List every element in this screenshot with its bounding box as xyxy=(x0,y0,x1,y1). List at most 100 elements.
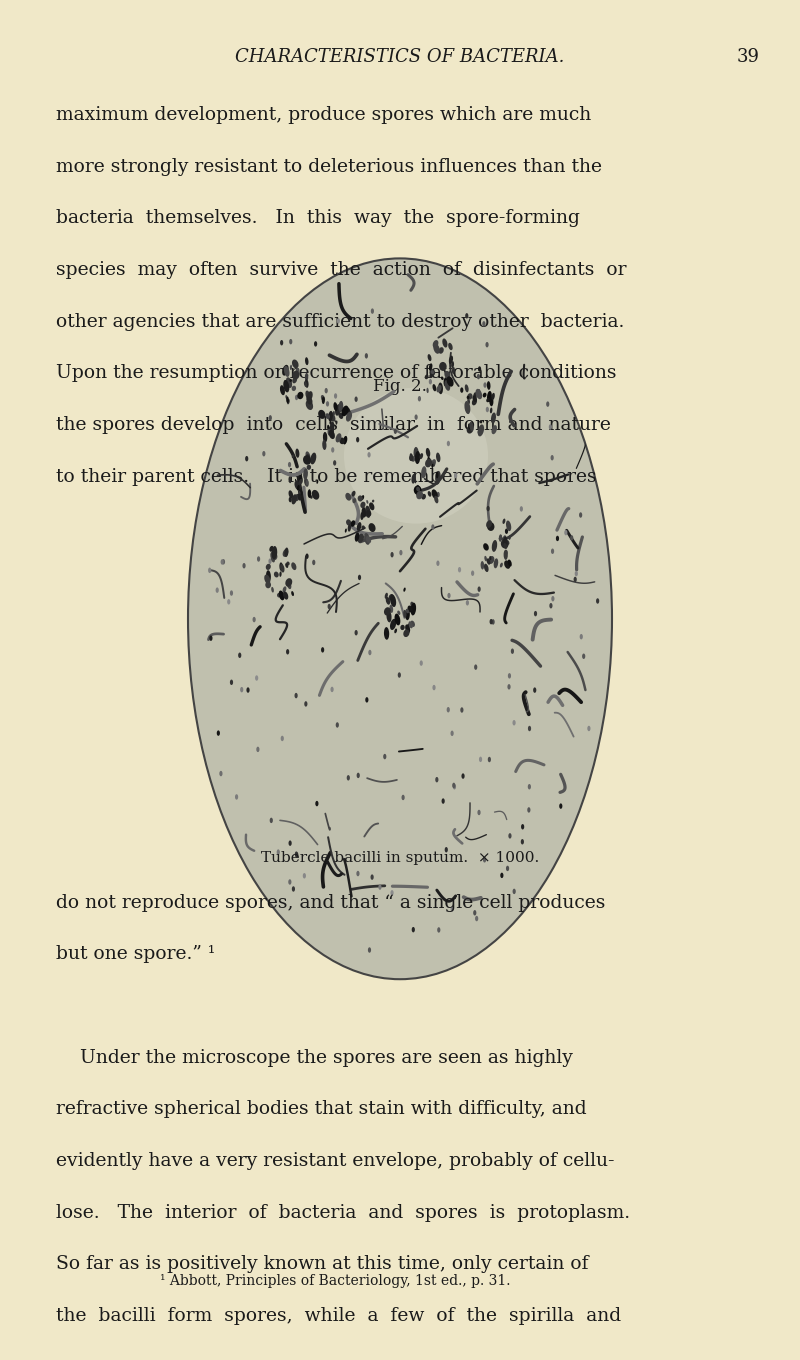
Ellipse shape xyxy=(335,420,338,424)
Ellipse shape xyxy=(291,494,297,505)
Ellipse shape xyxy=(437,492,440,498)
Ellipse shape xyxy=(354,397,358,403)
Ellipse shape xyxy=(403,588,406,592)
Ellipse shape xyxy=(360,511,364,520)
Ellipse shape xyxy=(513,719,516,725)
Ellipse shape xyxy=(384,627,389,639)
Ellipse shape xyxy=(490,619,493,624)
Ellipse shape xyxy=(411,473,416,484)
Ellipse shape xyxy=(221,559,224,564)
Ellipse shape xyxy=(330,422,334,432)
Text: Tubercle bacilli in sputum.  × 1000.: Tubercle bacilli in sputum. × 1000. xyxy=(261,851,539,865)
Ellipse shape xyxy=(370,309,374,314)
Ellipse shape xyxy=(238,653,242,658)
Ellipse shape xyxy=(478,809,481,815)
Ellipse shape xyxy=(490,556,491,560)
Ellipse shape xyxy=(271,545,278,559)
Ellipse shape xyxy=(398,672,401,677)
Ellipse shape xyxy=(574,571,578,577)
Ellipse shape xyxy=(271,588,274,593)
Ellipse shape xyxy=(314,341,318,347)
Ellipse shape xyxy=(346,492,351,500)
Ellipse shape xyxy=(306,400,313,409)
Ellipse shape xyxy=(366,510,371,517)
Ellipse shape xyxy=(216,588,219,593)
Ellipse shape xyxy=(509,534,511,540)
Ellipse shape xyxy=(298,490,302,495)
Ellipse shape xyxy=(240,687,243,692)
Text: lose.   The  interior  of  bacteria  and  spores  is  protoplasm.: lose. The interior of bacteria and spore… xyxy=(56,1204,630,1221)
Text: ¹ Abbott, Principles of Bacteriology, 1st ed., p. 31.: ¹ Abbott, Principles of Bacteriology, 1s… xyxy=(160,1274,510,1288)
Text: CHARACTERISTICS OF BACTERIA.: CHARACTERISTICS OF BACTERIA. xyxy=(235,48,565,65)
Ellipse shape xyxy=(330,687,334,692)
Ellipse shape xyxy=(414,486,422,495)
Ellipse shape xyxy=(442,798,445,804)
Ellipse shape xyxy=(458,567,461,573)
Ellipse shape xyxy=(354,630,358,635)
Ellipse shape xyxy=(274,571,278,578)
Ellipse shape xyxy=(506,540,510,544)
Ellipse shape xyxy=(420,661,423,666)
Ellipse shape xyxy=(289,496,292,502)
Ellipse shape xyxy=(277,850,280,855)
Text: species  may  often  survive  the  action  of  disinfectants  or: species may often survive the action of … xyxy=(56,261,626,279)
Text: other agencies that are sufficient to destroy other  bacteria.: other agencies that are sufficient to de… xyxy=(56,313,624,330)
Ellipse shape xyxy=(360,502,366,509)
Ellipse shape xyxy=(416,491,423,499)
Ellipse shape xyxy=(549,424,552,430)
Ellipse shape xyxy=(342,405,349,416)
Ellipse shape xyxy=(494,559,498,568)
Ellipse shape xyxy=(500,563,503,567)
Ellipse shape xyxy=(327,424,330,431)
Text: refractive spherical bodies that stain with difficulty, and: refractive spherical bodies that stain w… xyxy=(56,1100,586,1118)
Ellipse shape xyxy=(298,392,303,400)
Ellipse shape xyxy=(513,888,516,894)
Text: do not reproduce spores, and that “ a single cell produces: do not reproduce spores, and that “ a si… xyxy=(56,894,606,911)
Ellipse shape xyxy=(436,453,441,462)
Ellipse shape xyxy=(357,522,362,530)
Ellipse shape xyxy=(462,774,465,779)
Ellipse shape xyxy=(415,486,420,496)
Ellipse shape xyxy=(277,593,281,597)
Ellipse shape xyxy=(292,371,299,379)
Ellipse shape xyxy=(339,438,345,445)
Ellipse shape xyxy=(414,415,418,420)
Ellipse shape xyxy=(482,393,486,397)
Ellipse shape xyxy=(483,382,486,388)
Ellipse shape xyxy=(486,341,489,347)
Ellipse shape xyxy=(291,592,294,596)
Ellipse shape xyxy=(337,318,340,324)
Ellipse shape xyxy=(279,563,283,571)
Ellipse shape xyxy=(188,258,612,979)
Ellipse shape xyxy=(434,495,438,503)
Text: Upon the resumption or recurrence of favorable conditions: Upon the resumption or recurrence of fav… xyxy=(56,364,617,382)
Ellipse shape xyxy=(282,586,286,593)
Ellipse shape xyxy=(365,506,370,518)
Ellipse shape xyxy=(410,620,415,627)
Ellipse shape xyxy=(386,611,391,623)
Ellipse shape xyxy=(346,775,350,781)
Ellipse shape xyxy=(312,560,315,566)
Ellipse shape xyxy=(506,521,511,532)
Ellipse shape xyxy=(383,753,386,759)
Ellipse shape xyxy=(188,258,612,979)
Ellipse shape xyxy=(425,458,432,468)
Ellipse shape xyxy=(306,392,313,401)
Ellipse shape xyxy=(437,928,440,933)
Ellipse shape xyxy=(427,457,431,462)
Ellipse shape xyxy=(534,611,537,616)
Ellipse shape xyxy=(506,866,509,872)
Ellipse shape xyxy=(490,408,493,413)
Ellipse shape xyxy=(306,554,309,559)
Ellipse shape xyxy=(353,498,356,503)
Ellipse shape xyxy=(345,529,347,533)
Ellipse shape xyxy=(348,524,351,532)
Ellipse shape xyxy=(465,313,468,318)
Ellipse shape xyxy=(426,447,430,457)
Ellipse shape xyxy=(299,475,302,481)
Ellipse shape xyxy=(486,506,490,511)
Ellipse shape xyxy=(508,834,511,839)
Ellipse shape xyxy=(491,426,497,434)
Ellipse shape xyxy=(257,556,260,562)
Ellipse shape xyxy=(402,794,405,800)
